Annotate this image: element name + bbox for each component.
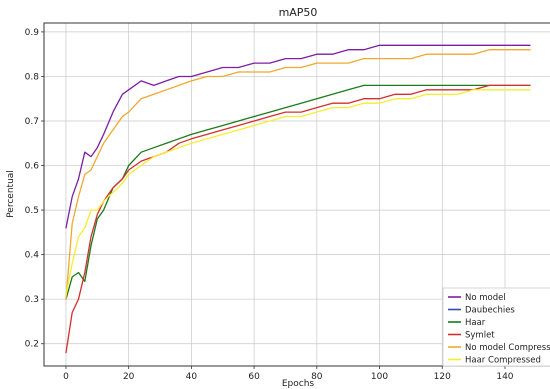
- legend-items: No model Daubechies Haar Symlet No model Com…: [448, 293, 550, 366]
- grid-lines: [44, 23, 550, 366]
- series-lines: [65, 44, 531, 354]
- y-tick-label: 0.3: [25, 295, 39, 305]
- y-tick-label: 0.6: [25, 162, 40, 172]
- plot-frame: [43, 22, 550, 367]
- legend-label-3: Symlet: [465, 331, 495, 341]
- legend-frame: [442, 287, 550, 367]
- x-tick-label: 20: [123, 372, 135, 382]
- series-line-4: [65, 49, 531, 300]
- legend-label-1: Daubechies: [465, 306, 515, 316]
- legend-label-4: No model Compressed: [465, 343, 550, 353]
- x-tick-label: 100: [371, 372, 388, 382]
- x-tick-label: 60: [248, 372, 260, 382]
- y-tick-label: 0.8: [25, 72, 40, 82]
- y-tick-label: 0.4: [25, 251, 40, 261]
- y-tick-labels: 0.2 0.3 0.4 0.5 0.6 0.7 0.8 0.9: [25, 28, 44, 350]
- series-line-5: [65, 89, 531, 296]
- x-tick-label: 140: [496, 372, 513, 382]
- x-tick-label: 80: [311, 372, 323, 382]
- series-line-2: [65, 84, 531, 300]
- legend-label-2: Haar: [465, 318, 486, 328]
- y-tick-label: 0.5: [25, 206, 39, 216]
- legend-label-0: No model: [465, 293, 506, 303]
- x-axis-label: Epochs: [282, 379, 315, 389]
- y-tick-label: 0.9: [25, 28, 40, 38]
- x-tick-label: 40: [186, 372, 198, 382]
- x-tick-label: 120: [434, 372, 451, 382]
- legend: No model Daubechies Haar Symlet No model Com…: [442, 287, 550, 367]
- legend-label-5: Haar Compressed: [465, 356, 541, 366]
- x-tick-labels: 0 20 40 60 80 100 120 140: [63, 366, 514, 382]
- x-tick-label: 0: [63, 372, 69, 382]
- y-tick-label: 0.2: [25, 340, 39, 350]
- chart-title: mAP50: [279, 6, 318, 19]
- y-axis-label: Percentual: [6, 170, 16, 218]
- y-tick-label: 0.7: [25, 117, 39, 127]
- series-line-0: [65, 44, 531, 229]
